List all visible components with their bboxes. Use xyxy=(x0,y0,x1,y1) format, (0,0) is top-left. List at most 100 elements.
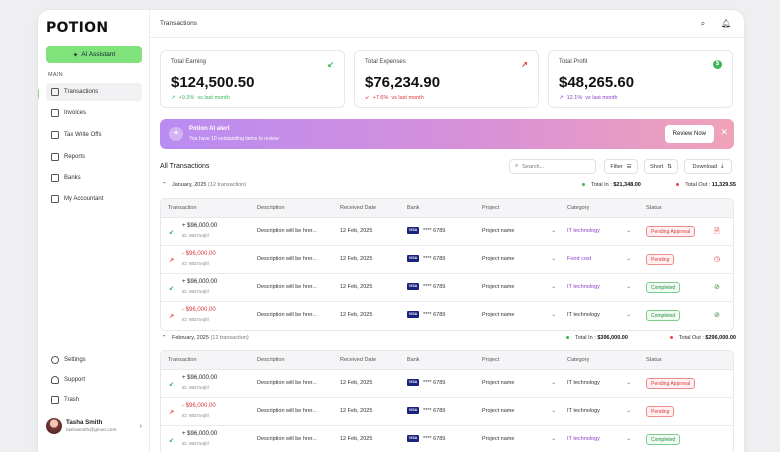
user-name: Tasha Smith xyxy=(66,419,103,426)
sidebar-item-label: Invoices xyxy=(64,110,87,116)
received-date: 12 Feb, 2025 xyxy=(340,408,373,414)
project-select[interactable]: Project name ⌄ xyxy=(482,256,556,262)
check-icon[interactable]: ⊘ xyxy=(714,312,720,319)
description: Description will be hrer... xyxy=(257,408,317,414)
table-row[interactable]: ↙ + $96,000.00 ID: 9837a4jhf Description… xyxy=(161,218,733,246)
received-date: 12 Feb, 2025 xyxy=(340,284,373,290)
category-select[interactable]: IT technology ⌄ xyxy=(567,228,631,234)
dollar-icon: $ xyxy=(713,60,722,69)
project-select[interactable]: Project name ⌄ xyxy=(482,312,556,318)
category-select[interactable]: IT technology ⌄ xyxy=(567,436,631,442)
category-select[interactable]: IT technology ⌄ xyxy=(567,380,631,386)
total-in: Total In : $21,348.00 xyxy=(582,182,641,188)
sidebar-item-label: Trash xyxy=(64,397,80,403)
transaction-id: ID: 9837a4jhf xyxy=(182,385,209,390)
col-project: Project xyxy=(482,205,500,211)
description: Description will be hrer... xyxy=(257,312,317,318)
table-row[interactable]: ↗ - $96,000.00 ID: 9837a4jhf Description… xyxy=(161,398,733,426)
sidebar-item-support[interactable]: Support xyxy=(46,371,142,389)
sidebar-item-label: Banks xyxy=(64,175,81,181)
amount: - $96,000.00 xyxy=(182,403,216,409)
file-icon[interactable]: 🗎︎ xyxy=(714,228,720,235)
project-select[interactable]: Project name ⌄ xyxy=(482,284,556,290)
chevron-down-icon: ⌄ xyxy=(626,256,631,262)
download-icon: ⤓ xyxy=(721,163,724,169)
sidebar-item-trash[interactable]: Trash xyxy=(46,391,142,409)
transaction-id: ID: 9837a4jhf xyxy=(182,233,209,238)
trend-up-icon: ↗ xyxy=(559,95,564,101)
sidebar-item-invoices[interactable]: Invoices xyxy=(46,104,142,122)
chevron-down-icon: ⌄ xyxy=(551,256,556,262)
sidebar-item-reports[interactable]: Reports xyxy=(46,148,142,166)
card-trend: ↙ +7.6% vs last month xyxy=(365,95,424,101)
total-out: Total Out : 11,329.55 xyxy=(676,182,736,188)
project-select[interactable]: Project name ⌄ xyxy=(482,436,556,442)
search-box[interactable]: ⌕ xyxy=(509,159,596,174)
month-group-header[interactable]: ⌃ January, 2025 (12 transaction) Total I… xyxy=(160,180,736,192)
project-select[interactable]: Project name ⌄ xyxy=(482,408,556,414)
review-now-button[interactable]: Review Now xyxy=(664,125,714,143)
transaction-id: ID: 9837a4jhf xyxy=(182,289,209,294)
card-trend: ↗ +9.3% vs last month xyxy=(171,95,230,101)
table-row[interactable]: ↗ - $96,000.00 ID: 9837a4jhf Description… xyxy=(161,246,733,274)
received-date: 12 Feb, 2025 xyxy=(340,256,373,262)
description: Description will be hrer... xyxy=(257,256,317,262)
bank: VISA **** 6789 xyxy=(407,379,446,386)
sparkle-icon: ✦ xyxy=(72,51,79,59)
visa-icon: VISA xyxy=(407,379,419,386)
transactions-icon xyxy=(51,88,59,96)
card-value: $48,265.60 xyxy=(559,74,635,91)
card-total-profit: Total Profit $ $48,265.60 ↗ 12.1% vs las… xyxy=(548,50,733,108)
arrow-down-left-icon: ↙ xyxy=(327,60,334,69)
ai-assistant-button[interactable]: ✦ AI Assistant xyxy=(46,46,142,63)
description: Description will be hrer... xyxy=(257,284,317,290)
bank: VISA **** 6789 xyxy=(407,283,446,290)
invoice-icon xyxy=(51,109,59,117)
project-select[interactable]: Project name ⌄ xyxy=(482,380,556,386)
category-select[interactable]: IT technology ⌄ xyxy=(567,408,631,414)
user-profile[interactable]: Tasha Smith tashasmith@gmon.com › xyxy=(46,418,142,434)
check-icon[interactable]: ⊘ xyxy=(714,284,720,291)
col-description: Description xyxy=(257,357,285,363)
download-button[interactable]: Download ⤓ xyxy=(684,159,732,174)
clock-icon[interactable]: ◷ xyxy=(714,256,721,263)
transaction-id: ID: 9837a4jhf xyxy=(182,441,209,446)
transaction-id: ID: 9837a4jhf xyxy=(182,261,209,266)
sidebar-item-label: Support xyxy=(64,377,86,383)
sidebar-item-tax-write-offs[interactable]: Tax Write Offs xyxy=(46,126,142,144)
sidebar-item-my-accountant[interactable]: My Accountant xyxy=(46,190,142,208)
category-select[interactable]: Food cost ⌄ xyxy=(567,256,631,262)
transactions-table-february: Transaction Description Received Date Ba… xyxy=(160,350,734,452)
filter-button[interactable]: Filter ☰ xyxy=(604,159,638,174)
close-icon[interactable]: ✕ xyxy=(720,127,728,137)
total-out: Total Out : $296,000.00 xyxy=(669,335,736,341)
status-badge: Completed xyxy=(646,310,681,321)
bell-icon[interactable]: 🔔︎ xyxy=(721,19,732,28)
month-group-header[interactable]: ⌃ February, 2025 (12 transaction) Total … xyxy=(160,333,736,345)
table-row[interactable]: ↙ + $96,000.00 ID: 9837a4jhf Description… xyxy=(161,370,733,398)
col-category: Category xyxy=(567,205,590,211)
visa-icon: VISA xyxy=(407,255,419,262)
table-row[interactable]: ↙ + $96,000.00 ID: 9837a4jhf Description… xyxy=(161,426,733,452)
description: Description will be hrer... xyxy=(257,380,317,386)
amount: - $96,000.00 xyxy=(182,251,216,257)
sidebar-item-banks[interactable]: Banks xyxy=(46,169,142,187)
status-badge: Completed xyxy=(646,434,681,445)
search-icon[interactable]: ⌕ xyxy=(700,19,706,28)
chevron-down-icon: ⌄ xyxy=(626,436,631,442)
trend-down-icon: ↙ xyxy=(365,95,370,101)
category-select[interactable]: IT technology ⌄ xyxy=(567,312,631,318)
project-select[interactable]: Project name ⌄ xyxy=(482,228,556,234)
search-input[interactable] xyxy=(522,163,588,170)
alert-subtitle: You have 10 outstanding items to review xyxy=(189,136,279,142)
visa-icon: VISA xyxy=(407,311,419,318)
sidebar-item-transactions[interactable]: Transactions xyxy=(46,83,142,101)
active-indicator xyxy=(38,89,39,99)
sidebar-item-settings[interactable]: Settings xyxy=(46,351,142,369)
table-row[interactable]: ↗ - $96,000.00 ID: 9837a4jhf Description… xyxy=(161,302,733,330)
category-select[interactable]: IT technology ⌄ xyxy=(567,284,631,290)
sort-button[interactable]: Short ⇅ xyxy=(644,159,678,174)
sidebar-section-label: MAIN xyxy=(48,72,63,78)
table-row[interactable]: ↙ + $96,000.00 ID: 9837a4jhf Description… xyxy=(161,274,733,302)
col-project: Project xyxy=(482,357,500,363)
